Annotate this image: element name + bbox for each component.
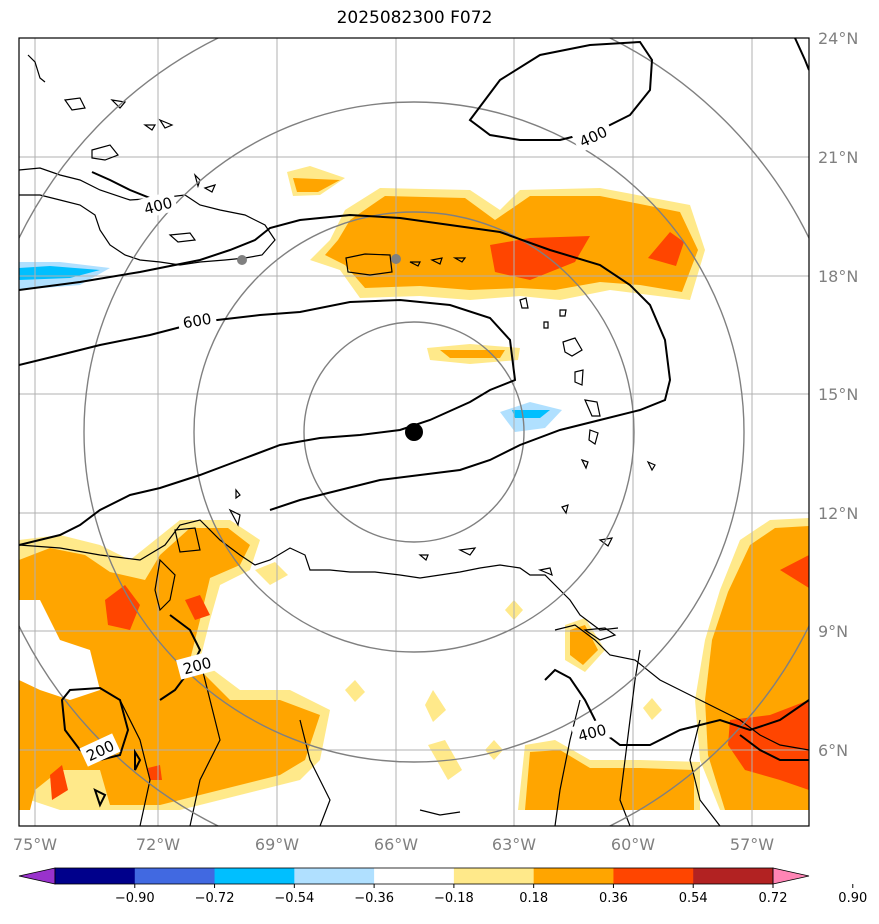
map-title: 2025082300 F072 (336, 8, 493, 28)
colorbar-swatch (533, 868, 614, 884)
shade-orange (440, 350, 505, 358)
lat-label: 15°N (818, 385, 858, 404)
shade-orange (293, 178, 340, 192)
colorbar-extend-min (18, 867, 56, 885)
colorbar-swatch (693, 868, 774, 884)
shade-yellow (425, 690, 446, 722)
shade-orange (19, 528, 320, 810)
colorbar-label: 0.72 (759, 891, 788, 906)
colorbar-swatch (214, 868, 295, 884)
colorbar: −0.90 −0.72 −0.54 −0.36 −0.18 0.18 0.36 0.54 0.7… (18, 867, 867, 906)
shade-red (490, 236, 590, 280)
longitude-labels: 75°W 72°W 69°W 66°W 63°W 60°W 57°W (13, 835, 774, 854)
shade-yellow (643, 698, 662, 720)
lat-label: 9°N (818, 622, 848, 641)
range-rings (19, 38, 809, 826)
colorbar-label: 0.36 (599, 891, 628, 906)
colorbar-extend-max (772, 867, 810, 885)
coastlines (19, 54, 809, 826)
colorbar-label: −0.36 (354, 891, 394, 906)
colorbar-label: −0.72 (195, 891, 235, 906)
lat-label: 18°N (818, 267, 858, 286)
colorbar-label: −0.54 (274, 891, 314, 906)
shade-red (50, 765, 68, 800)
colorbar-label: 0.90 (838, 891, 867, 906)
shade-orange (570, 625, 598, 665)
shade-white-hole (19, 600, 100, 700)
shade-red (728, 700, 809, 790)
colorbar-swatch (613, 868, 694, 884)
colorbar-label: 0.18 (519, 891, 548, 906)
lat-label: 24°N (818, 29, 858, 48)
lat-label: 12°N (818, 504, 858, 523)
colorbar-swatch (374, 868, 455, 884)
lon-label: 75°W (13, 835, 57, 854)
gray-marker (391, 254, 401, 264)
colorbar-swatch (294, 868, 375, 884)
lon-label: 69°W (255, 835, 299, 854)
map-frame (18, 37, 810, 827)
colorbar-swatch (55, 868, 136, 884)
colorbar-label: −0.18 (434, 891, 474, 906)
lon-label: 60°W (611, 835, 655, 854)
lon-label: 72°W (136, 835, 180, 854)
contour-lines (19, 38, 809, 808)
lat-label: 6°N (818, 741, 848, 760)
shade-red (780, 555, 809, 588)
shade-yellow (255, 562, 288, 585)
shade-orange (525, 750, 694, 810)
shade-red (105, 585, 140, 630)
colorbar-swatch (134, 868, 216, 884)
shade-red (185, 595, 210, 620)
colorbar-label: 0.54 (679, 891, 708, 906)
lat-label: 21°N (818, 148, 858, 167)
shade-red (648, 232, 684, 266)
colorbar-frame (54, 867, 774, 885)
colorbar-label: −0.90 (115, 891, 155, 906)
colorbar-swatch (453, 868, 535, 884)
lon-label: 63°W (492, 835, 536, 854)
shade-yellow (345, 680, 365, 702)
lon-label: 66°W (374, 835, 418, 854)
storm-center-dot (405, 423, 423, 441)
latitude-labels: 24°N 21°N 18°N 15°N 12°N 9°N 6°N (818, 29, 858, 760)
lon-label: 57°W (730, 835, 774, 854)
gray-marker (237, 255, 247, 265)
contour-label: 600 (182, 310, 213, 333)
